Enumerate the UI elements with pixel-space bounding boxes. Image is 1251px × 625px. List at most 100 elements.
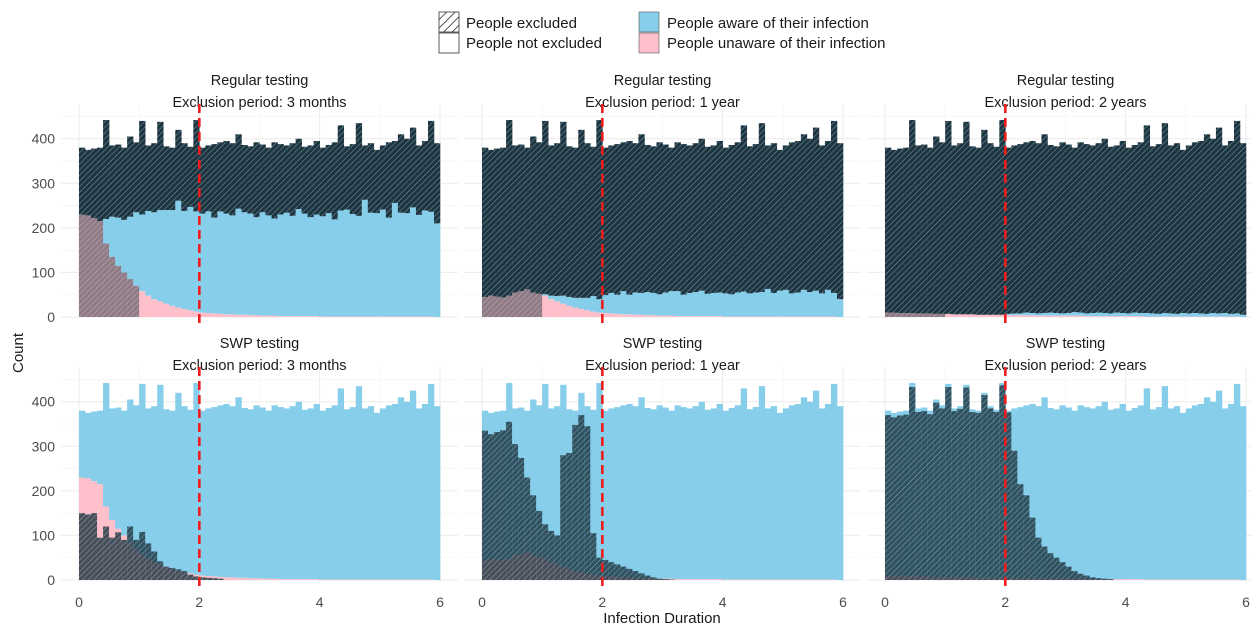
bar-excluded-overlay	[518, 291, 525, 317]
bar-aware	[716, 292, 723, 317]
bar-excluded	[1059, 142, 1066, 314]
bar-excluded-overlay	[512, 292, 519, 317]
bar-excluded	[1035, 143, 1042, 314]
bar-excluded	[115, 532, 122, 580]
bar-aware	[379, 408, 387, 580]
bar-aware	[554, 406, 561, 565]
bar-aware	[253, 217, 260, 316]
bar-excluded	[355, 123, 363, 216]
bar-unaware	[632, 314, 639, 317]
bar-excluded	[578, 415, 585, 580]
bar-aware	[794, 403, 802, 580]
bar-aware	[746, 409, 754, 580]
bar-aware	[127, 216, 134, 280]
bar-excluded	[409, 127, 417, 208]
bar-aware	[1131, 312, 1138, 317]
bar-aware	[433, 223, 441, 317]
bar-aware	[1107, 313, 1114, 317]
bar-unaware	[560, 303, 567, 317]
bar-unaware	[205, 312, 212, 317]
bar-excluded	[957, 143, 964, 315]
bar-unaware	[668, 578, 675, 580]
bar-unaware	[698, 316, 705, 317]
bar-unaware	[247, 578, 254, 580]
bar-aware	[355, 215, 363, 317]
bar-aware	[1095, 312, 1102, 317]
bar-aware	[1113, 312, 1120, 317]
bar-excluded	[975, 412, 982, 580]
bar-excluded	[205, 145, 212, 212]
bar-excluded	[584, 143, 591, 298]
bar-excluded-overlay	[506, 295, 513, 317]
bar-aware	[1149, 313, 1157, 317]
bar-aware	[361, 199, 369, 317]
bar-aware	[806, 292, 814, 317]
legend: People excluded People not excluded Peop…	[438, 11, 885, 54]
bar-aware	[121, 219, 128, 273]
bar-unaware	[608, 313, 615, 317]
bar-aware	[415, 408, 423, 580]
bar-excluded	[385, 142, 393, 218]
bar-excluded	[1161, 123, 1169, 313]
bar-unaware	[301, 316, 308, 317]
bar-excluded-overlay	[97, 221, 104, 317]
bar-unaware	[1137, 316, 1145, 317]
bar-excluded	[530, 136, 537, 293]
bar-excluded	[145, 543, 152, 580]
bar-excluded	[524, 477, 531, 580]
bar-unaware	[957, 314, 964, 317]
bar-excluded	[939, 142, 946, 314]
bar-aware	[1077, 312, 1084, 316]
bar-unaware	[307, 579, 314, 580]
bar-excluded	[187, 574, 194, 580]
bar-aware	[349, 407, 357, 580]
bar-aware	[109, 408, 116, 520]
bar-excluded	[734, 142, 742, 293]
y-tick-label: 400	[32, 131, 56, 147]
bar-aware	[1191, 405, 1199, 580]
bar-excluded	[1041, 546, 1048, 580]
bar-aware	[698, 290, 705, 317]
bar-aware	[1197, 403, 1205, 580]
bar-excluded	[614, 564, 621, 580]
bar-aware	[187, 206, 194, 311]
bar-aware	[1137, 405, 1145, 580]
bar-unaware	[662, 315, 669, 317]
bar-unaware	[969, 314, 976, 317]
bar-unaware	[554, 301, 561, 317]
x-tick-label: 4	[316, 594, 324, 610]
bar-aware	[343, 209, 351, 317]
bar-excluded	[367, 143, 375, 213]
bar-excluded	[885, 415, 892, 580]
bar-unaware	[710, 316, 717, 317]
bar-excluded	[788, 142, 796, 294]
bar-aware	[1053, 409, 1060, 579]
bar-aware	[1221, 312, 1229, 317]
bar-aware	[433, 406, 441, 580]
bar-unaware	[596, 312, 603, 317]
bar-unaware	[289, 579, 296, 580]
bar-excluded	[91, 513, 98, 580]
bar-aware	[1185, 313, 1193, 317]
bar-unaware	[253, 578, 260, 580]
bar-aware	[403, 401, 411, 580]
bar-excluded	[1095, 578, 1102, 580]
bar-aware	[752, 292, 760, 317]
bar-excluded	[253, 142, 260, 218]
bar-excluded	[199, 147, 206, 214]
bar-aware	[385, 405, 393, 580]
bar-aware	[235, 208, 242, 315]
bar-excluded	[187, 146, 194, 207]
bar-excluded	[975, 147, 982, 315]
bar-aware	[115, 217, 122, 266]
bar-unaware	[578, 308, 585, 317]
bar-aware	[1173, 313, 1181, 317]
bar-excluded	[1029, 517, 1036, 580]
bar-excluded	[79, 147, 86, 215]
bar-excluded-overlay	[79, 214, 86, 317]
bar-excluded	[626, 568, 633, 580]
legend-label-unaware: People unaware of their infection	[667, 35, 885, 52]
bar-excluded	[518, 144, 525, 292]
bar-aware	[770, 406, 778, 580]
bar-excluded	[981, 395, 988, 580]
